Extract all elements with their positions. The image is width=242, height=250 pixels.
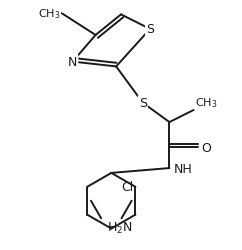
- Text: S: S: [139, 97, 147, 110]
- Text: O: O: [201, 142, 211, 154]
- Text: CH$_3$: CH$_3$: [38, 7, 60, 21]
- Text: S: S: [146, 23, 154, 36]
- Text: H$_2$N: H$_2$N: [107, 220, 133, 235]
- Text: CH$_3$: CH$_3$: [195, 96, 217, 109]
- Text: NH: NH: [174, 162, 192, 175]
- Text: Cl: Cl: [121, 180, 133, 194]
- Text: N: N: [68, 56, 77, 69]
